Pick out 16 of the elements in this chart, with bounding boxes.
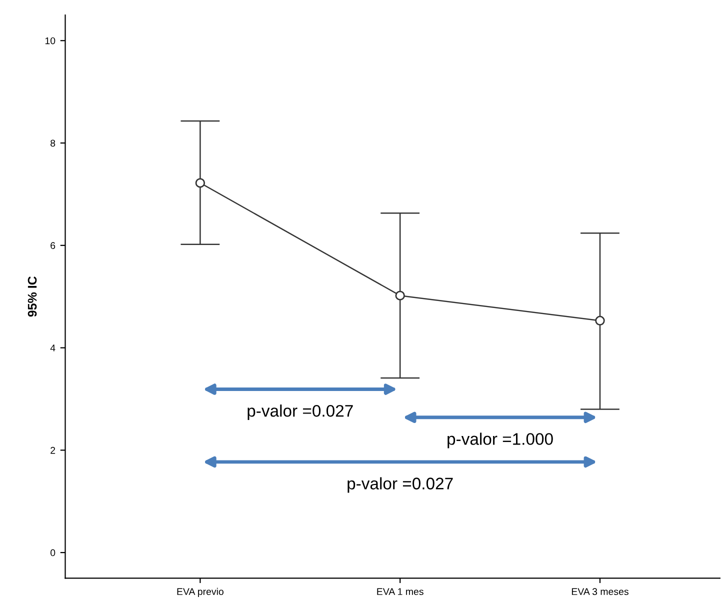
y-tick-label: 10 bbox=[45, 37, 56, 44]
x-tick-label: EVA 3 meses bbox=[572, 588, 628, 596]
y-tick-label: 8 bbox=[50, 140, 56, 147]
y-tick-label: 4 bbox=[50, 344, 56, 352]
y-axis-title: 95% IC bbox=[28, 276, 37, 317]
y-tick-label: 0 bbox=[50, 549, 56, 556]
x-tick-label: EVA previo bbox=[177, 588, 224, 597]
point bbox=[195, 178, 206, 188]
point bbox=[595, 316, 605, 326]
x-tick-label: EVA 1 mes bbox=[377, 588, 424, 596]
y-tick-label: 6 bbox=[50, 242, 56, 250]
point bbox=[395, 290, 405, 300]
y-tick-label: 2 bbox=[50, 446, 56, 454]
annotation: p-valor =0.027 bbox=[348, 477, 453, 493]
annotation: p-valor =1.000 bbox=[448, 432, 553, 448]
annotation: p-valor =0.027 bbox=[248, 404, 353, 420]
